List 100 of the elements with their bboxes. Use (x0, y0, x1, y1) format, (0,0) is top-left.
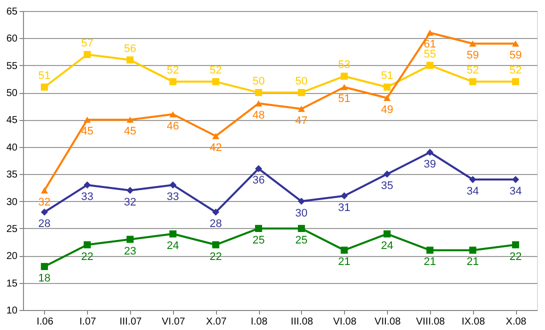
y-tick-label: 65 (6, 6, 18, 18)
data-label: 53 (338, 59, 350, 72)
point (298, 198, 305, 205)
x-tick-label: VI.07 (162, 316, 186, 328)
point (169, 111, 176, 118)
data-label: 48 (252, 109, 265, 122)
data-label: 22 (509, 250, 522, 263)
point (126, 56, 134, 64)
data-label: 28 (38, 218, 51, 230)
data-label: 57 (81, 37, 94, 50)
point (340, 72, 348, 80)
data-label: 50 (252, 76, 265, 88)
point (84, 50, 91, 58)
point (255, 89, 262, 96)
data-label: 34 (466, 186, 479, 198)
data-label: 22 (81, 250, 94, 263)
data-label: 31 (338, 202, 350, 214)
point (469, 40, 476, 47)
point (512, 241, 520, 248)
data-label: 18 (38, 272, 51, 285)
point (384, 94, 391, 102)
data-label: 52 (166, 64, 180, 77)
data-label: 34 (509, 186, 522, 198)
data-label: 45 (81, 126, 94, 138)
y-tick-label: 30 (6, 196, 18, 208)
point (255, 100, 262, 106)
y-tick-label: 50 (6, 88, 18, 100)
point (512, 40, 520, 47)
data-label: 32 (38, 196, 51, 208)
x-tick-label: VII.08 (374, 316, 402, 328)
x-tick-label: IX.08 (462, 316, 486, 328)
point (340, 246, 348, 254)
data-label: 51 (380, 70, 394, 82)
x-tick-label: X.07 (206, 316, 227, 328)
data-label: 23 (124, 245, 136, 258)
point (84, 116, 91, 123)
data-label: 52 (210, 64, 222, 77)
data-label: 45 (124, 126, 136, 138)
point (469, 246, 476, 254)
data-label: 51 (338, 93, 350, 106)
data-label: 52 (509, 64, 522, 77)
data-label: 50 (295, 76, 308, 88)
x-tick-label: VI.08 (333, 316, 357, 328)
data-label: 21 (466, 256, 479, 268)
point (40, 187, 48, 194)
data-label: 55 (424, 48, 436, 60)
data-label: 33 (81, 190, 94, 203)
point (40, 84, 48, 91)
point (384, 170, 391, 178)
y-tick-label: 25 (6, 224, 18, 235)
data-label: 49 (380, 104, 394, 116)
data-label: 25 (295, 234, 308, 246)
point (169, 230, 176, 238)
point (298, 224, 305, 232)
data-label: 32 (124, 196, 136, 208)
data-label: 24 (380, 240, 394, 252)
data-label: 39 (424, 158, 436, 170)
x-tick-label: I.08 (250, 316, 268, 328)
point (126, 236, 134, 243)
point (469, 176, 476, 184)
x-tick-label: X.08 (506, 316, 527, 328)
point (169, 181, 176, 188)
point (212, 78, 220, 86)
y-tick-label: 20 (6, 251, 18, 262)
y-tick-label: 40 (6, 142, 18, 154)
data-label: 36 (252, 174, 265, 187)
data-label: 51 (38, 70, 51, 82)
point (255, 165, 262, 172)
point (84, 241, 91, 248)
x-tick-label: III.07 (119, 316, 142, 328)
point (469, 78, 476, 86)
data-label: 21 (338, 256, 350, 268)
x-tick-label: I.07 (79, 316, 97, 328)
point (512, 78, 520, 86)
data-label: 24 (166, 240, 180, 252)
data-label: 33 (166, 190, 180, 203)
data-label: 59 (509, 50, 522, 62)
y-tick-label: 55 (6, 60, 18, 72)
point (212, 208, 220, 216)
point (426, 246, 434, 254)
point (426, 30, 434, 36)
point (384, 230, 391, 238)
point (384, 84, 391, 91)
data-label: 42 (210, 142, 222, 154)
point (169, 78, 176, 86)
point (126, 116, 134, 123)
y-tick-label: 15 (6, 278, 18, 290)
data-label: 56 (124, 42, 136, 55)
point (84, 181, 91, 188)
data-label: 25 (252, 234, 265, 246)
data-label: 52 (466, 64, 479, 77)
x-tick-label: III.08 (290, 316, 314, 328)
point (255, 224, 262, 232)
point (212, 132, 220, 140)
point (212, 241, 220, 248)
point (340, 84, 348, 90)
point (512, 176, 520, 184)
y-tick-label: 10 (6, 306, 18, 316)
point (126, 186, 134, 194)
point (426, 62, 434, 69)
